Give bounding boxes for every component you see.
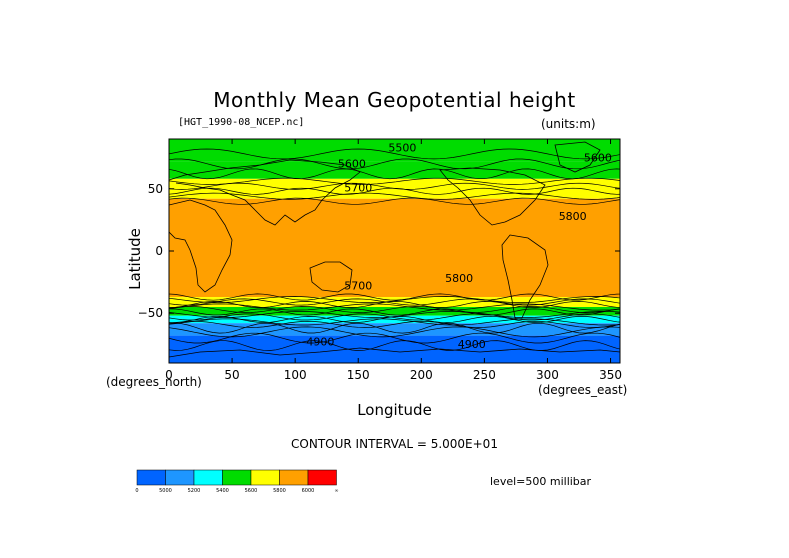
- colorbar-swatch-1: [165, 469, 195, 486]
- heatmap-band-0: [169, 139, 620, 162]
- contour-line-14: [169, 308, 620, 316]
- colorbar-label-6: 6000: [302, 488, 315, 494]
- contour-line-8: [169, 293, 620, 301]
- coastline-north-america: [439, 167, 546, 226]
- colorbar-label-1: 5000: [159, 488, 172, 494]
- contour-label-4: 5800: [559, 210, 587, 223]
- contour-line-11: [169, 301, 620, 308]
- colorbar-label-5: 5800: [273, 488, 286, 494]
- heatmap-band-4: [169, 297, 620, 307]
- coastline-africa: [169, 199, 233, 293]
- colorbar-swatch-5: [279, 469, 309, 486]
- contour-labels: 5500 5600 5600 5700 5800 5800 5700 4900 4900: [306, 141, 612, 351]
- heatmap-bands: [169, 139, 620, 363]
- chart-title: Monthly Mean Geopotential height: [213, 88, 576, 112]
- units-label: (units:m): [541, 117, 596, 131]
- colorbar-swatch-2: [193, 469, 223, 486]
- x-tick-label-7: 350: [599, 368, 622, 382]
- coastline-eurasia: [169, 159, 361, 226]
- contour-line-6: [169, 192, 620, 200]
- colorbar-label-2: 5200: [188, 488, 201, 494]
- level-label: level=500 millibar: [490, 475, 592, 488]
- x-tick-label-2: 100: [284, 368, 307, 382]
- colorbar-swatch-6: [307, 469, 337, 486]
- heatmap-band-5: [169, 307, 620, 316]
- contour-label-8: 4900: [458, 338, 486, 351]
- x-tick-label-5: 250: [473, 368, 496, 382]
- coastlines: [169, 141, 620, 358]
- colorbar-swatch-4: [250, 469, 280, 486]
- colorbar-swatch-3: [222, 469, 252, 486]
- y-axis-units: (degrees_north): [106, 375, 202, 389]
- heatmap-band-7: [169, 323, 620, 336]
- contour-label-5: 5800: [445, 272, 473, 285]
- coastline-australia: [309, 261, 353, 293]
- heatmap-band-3: [169, 198, 620, 298]
- contour-label-1: 5600: [338, 158, 366, 171]
- y-tick-label-1: 0: [155, 244, 163, 258]
- colorbar-label-0: 0: [135, 488, 138, 494]
- contour-line-0: [169, 148, 620, 160]
- contour-label-6: 5700: [344, 280, 372, 293]
- x-tick-label-3: 150: [347, 368, 370, 382]
- heatmap-band-8: [169, 335, 620, 363]
- x-tick-label-0: 0: [165, 368, 173, 382]
- contour-line-13: [169, 306, 620, 313]
- coastline-south-america: [501, 234, 549, 319]
- file-label: [HGT_1990-08_NCEP.nc]: [178, 117, 305, 128]
- colorbar-swatch-0: [136, 469, 166, 486]
- x-tick-label-1: 50: [224, 368, 239, 382]
- contour-line-10: [169, 298, 620, 306]
- contour-line-12: [169, 303, 620, 311]
- x-axis-label: Longitude: [357, 401, 432, 419]
- contour-label-2: 5600: [584, 151, 612, 164]
- coastline-greenland: [554, 141, 601, 173]
- contour-line-21: [169, 326, 620, 338]
- contour-label-7: 4900: [306, 336, 334, 349]
- contour-line-20: [169, 322, 620, 334]
- heatmap-band-1: [169, 161, 620, 179]
- contour-line-2: [169, 168, 620, 180]
- colorbar-label-4: 5600: [245, 488, 258, 494]
- contour-line-9: [169, 296, 620, 303]
- y-tick-label-2: −50: [138, 306, 163, 320]
- contour-line-22: [169, 332, 620, 344]
- contour-line-3: [169, 177, 620, 185]
- contour-interval-label: CONTOUR INTERVAL = 5.000E+01: [291, 437, 498, 451]
- colorbar: 0 5000 5200 5400 5600 5800 6000 ∞: [135, 469, 339, 494]
- contour-lines: [169, 148, 620, 351]
- contour-line-5: [169, 187, 620, 195]
- y-tick-label-0: 50: [148, 182, 163, 196]
- x-tick-label-6: 300: [536, 368, 559, 382]
- contour-line-23: [169, 340, 620, 351]
- contour-line-16: [169, 313, 620, 321]
- contour-label-3: 5700: [344, 181, 372, 194]
- coastline-antarctica: [169, 347, 620, 358]
- contour-label-0: 5500: [388, 141, 416, 154]
- x-tick-label-4: 200: [410, 368, 433, 382]
- contour-line-7: [169, 197, 620, 205]
- colorbar-label-7: ∞: [334, 488, 338, 494]
- contour-line-1: [169, 158, 620, 170]
- axes: 0 50 100 150 200 250 300 350 50 0 −50: [138, 139, 622, 382]
- x-axis-units: (degrees_east): [538, 383, 628, 397]
- colorbar-label-3: 5400: [216, 488, 229, 494]
- contour-line-18: [169, 318, 620, 326]
